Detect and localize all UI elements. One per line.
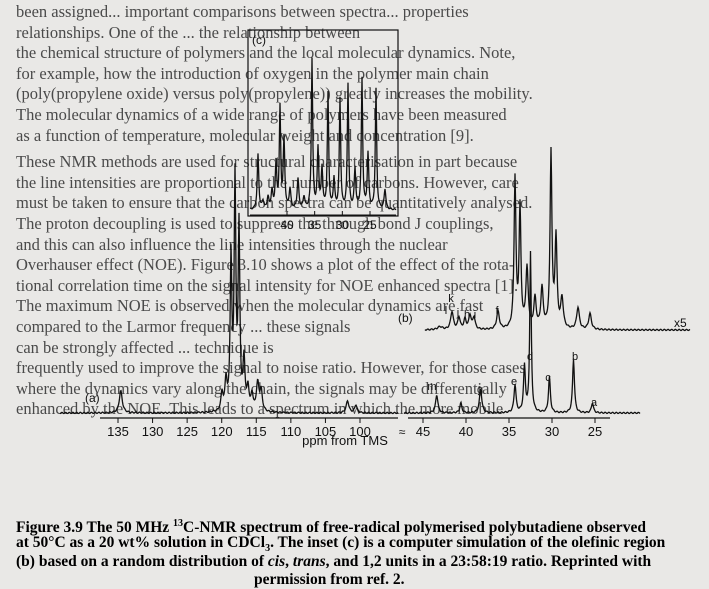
- caption-text-a: The 50 MHz: [86, 519, 174, 537]
- caption-sep1: ,: [285, 553, 293, 570]
- caption-trans: trans: [292, 553, 326, 570]
- x-tick-label: 45: [416, 424, 430, 439]
- inset-c-group: [247, 29, 399, 217]
- body-text-line: The molecular dynamics of a wide range o…: [16, 105, 507, 124]
- body-text-line: the chemical structure of polymers and t…: [16, 43, 516, 63]
- x-tick-label: 30: [545, 424, 559, 439]
- peak-label-c: c: [545, 372, 551, 384]
- caption-cis: cis: [267, 553, 286, 570]
- caption-sub: 3: [265, 543, 271, 555]
- figure-caption-line-3: (b) based on a random distribution of ci…: [16, 552, 706, 571]
- aliphatic-trace-a: [403, 250, 641, 415]
- x-axis-label: ppm from TMS: [302, 433, 388, 448]
- body-text-line: These NMR methods are used for structura…: [16, 152, 518, 172]
- caption-line3-b: , and 1,2 units in a 23:58:19 ratio. Rep…: [325, 553, 652, 570]
- x-tick-label: 105: [315, 424, 337, 439]
- x-tick-label: 40: [459, 424, 473, 439]
- peak-label-f: f: [495, 305, 499, 317]
- caption-line2: at 50°C as a 20 wt% solution in CDCl: [16, 534, 266, 551]
- caption-line3-a: (b) based on a random distribution of: [16, 553, 268, 570]
- figure-caption-line-4: permission from ref. 2.: [254, 570, 709, 589]
- peak-label-e: e: [511, 376, 517, 388]
- x-tick-label: 25: [588, 424, 602, 439]
- main-spectrum-group: [59, 146, 691, 423]
- body-text-line: frequently used to improve the signal to…: [16, 358, 526, 378]
- caption-line2-tail: . The inset (c) is a computer simulation…: [270, 534, 666, 551]
- body-text-line: The maximum NOE is observed when the mol…: [16, 296, 484, 316]
- caption-line4: permission from ref. 2.: [254, 571, 405, 588]
- x-tick-label: 100: [349, 424, 371, 439]
- peak-label-b: b: [572, 351, 578, 363]
- peak-label-j: j: [456, 307, 459, 319]
- x-tick-label: 135: [107, 424, 129, 439]
- peak-label-d: d: [527, 351, 533, 363]
- figure-labels-group: 135 130 125 120 115 110 105 100 45 40 35 30 25 ≈ ppm f…: [85, 33, 687, 448]
- peak-label-i: i: [474, 309, 476, 321]
- body-text-line: the line intensities are proportional to…: [16, 172, 519, 192]
- body-text-line: been assigned... important comparisons b…: [16, 2, 469, 21]
- figure-caption-line-1: Figure 3.9 The 50 MHz 13C-NMR spectrum o…: [16, 514, 706, 537]
- x-tick-label: 120: [211, 424, 233, 439]
- axis-break: ≈: [399, 425, 406, 439]
- body-text-line: for example, how the introduction of oxy…: [16, 63, 489, 83]
- body-text-line: as a function of temperature, molecular …: [16, 125, 474, 145]
- inset-tick-label: 40: [280, 218, 294, 232]
- body-text-line: can be strongly affected ... technique i…: [16, 337, 274, 357]
- peak-label-g: g: [477, 384, 483, 396]
- caption-text-b: C-NMR spectrum of free-radical polymeris…: [183, 519, 646, 537]
- body-text-line: The proton decoupling is used to suppres…: [16, 214, 494, 233]
- peak-label-h: h: [464, 309, 470, 321]
- x-tick-label: 110: [280, 424, 301, 439]
- body-text-line: Overhauser effect (NOE). Figure 3.10 sho…: [16, 255, 515, 275]
- panel-label: (a): [85, 391, 100, 405]
- caption-superscript: 13: [173, 518, 184, 529]
- panel-label: (c): [252, 33, 266, 47]
- x-tick-label: 130: [142, 424, 164, 439]
- expanded-trace-b: [424, 146, 691, 332]
- x-tick-label: 35: [502, 424, 516, 439]
- inset-frame: [247, 29, 399, 217]
- inset-tick-label: 35: [308, 218, 322, 232]
- peak-label-m: m: [427, 381, 436, 393]
- figure-caption-line-2: at 50°C as a 20 wt% solution in CDCl3. T…: [16, 533, 706, 558]
- body-text-line: (poly(propylene oxide) versus poly(propy…: [16, 84, 533, 104]
- body-text-line: tional correlation time on the signal in…: [16, 275, 519, 295]
- figure-caption-label: Figure 3.9: [16, 519, 83, 537]
- inset-trace-c: [249, 57, 397, 211]
- body-text-line: compared to the Larmor frequency ... the…: [16, 317, 351, 336]
- inset-tick-label: 30: [336, 218, 350, 232]
- peak-label-k: k: [448, 293, 454, 305]
- x-tick-label: 115: [246, 424, 267, 439]
- olefinic-trace-a: [59, 163, 399, 415]
- panel-label: (b): [398, 311, 413, 325]
- peak-label-l: l: [445, 305, 447, 317]
- x-tick-label: 125: [176, 424, 198, 439]
- peak-label-a: a: [591, 397, 598, 409]
- body-text-line: must be taken to ensure that the carbon …: [16, 193, 533, 213]
- body-text-line: relationships. One of the ... the relati…: [16, 22, 361, 42]
- scale-label: x5: [674, 316, 687, 330]
- body-text-line: and this can also influence the line int…: [16, 234, 448, 254]
- inset-tick-label: 25: [363, 218, 377, 232]
